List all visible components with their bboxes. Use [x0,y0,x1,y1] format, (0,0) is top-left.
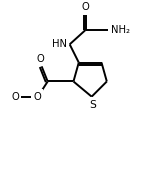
Text: O: O [33,92,41,102]
Text: S: S [89,100,96,110]
Text: HN: HN [52,39,67,49]
Text: O: O [82,3,90,13]
Text: O: O [11,92,19,102]
Text: NH₂: NH₂ [111,25,130,35]
Text: O: O [37,54,45,64]
